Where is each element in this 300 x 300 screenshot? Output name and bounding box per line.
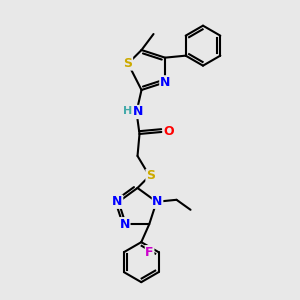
Text: N: N: [152, 195, 163, 208]
Text: N: N: [133, 106, 144, 118]
Text: S: S: [124, 57, 133, 70]
Text: H: H: [123, 106, 133, 116]
Text: F: F: [145, 246, 154, 259]
Text: N: N: [160, 76, 170, 89]
Text: S: S: [146, 169, 155, 182]
Text: O: O: [163, 125, 174, 139]
Text: N: N: [120, 218, 130, 231]
Text: N: N: [112, 195, 123, 208]
